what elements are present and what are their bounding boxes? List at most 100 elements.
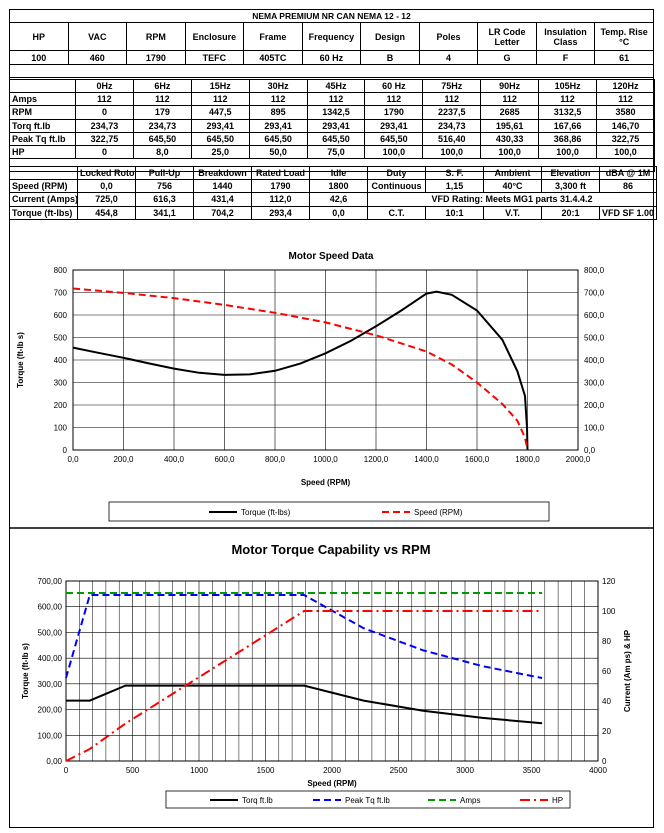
- perf-value-cell: 112,0: [251, 192, 310, 207]
- spec-value-cell: TEFC: [184, 50, 245, 65]
- perf-right-value: Continuous: [367, 179, 426, 194]
- freq-row-label: Torq ft.lb: [9, 118, 76, 133]
- perf-value-cell: 616,3: [135, 192, 194, 207]
- freq-value-cell: 293,41: [364, 118, 424, 133]
- y-tick-label: 500: [54, 334, 68, 343]
- y2-tick-label: 300,0: [584, 379, 605, 388]
- series-line-1: [66, 684, 543, 725]
- freq-column-header: 75Hz: [422, 78, 482, 94]
- freq-value-cell: 112: [596, 92, 655, 107]
- vfd-value-cell: V.T.: [483, 205, 542, 220]
- spec-value-cell: 405TC: [243, 50, 303, 65]
- legend-label: HP: [552, 796, 563, 805]
- vfd-value-cell: VFD SF 1.00: [599, 205, 657, 220]
- performance-table: Locked Rotor Pull-Up Breakdown Rated Load Id…: [9, 165, 657, 220]
- y-tick-label: 800: [54, 266, 68, 275]
- spec-header-cell: Temp. Rise °C: [594, 22, 654, 51]
- spec-header-cell: Enclosure: [184, 22, 245, 51]
- spec-value-cell: 4: [418, 50, 479, 65]
- spec-value-cell: 60 Hz: [301, 50, 362, 65]
- spec-header-cell: VAC: [67, 22, 128, 51]
- spec-value-cell: F: [535, 50, 596, 65]
- spec-header-cell: Design: [360, 22, 420, 51]
- freq-row-label: HP: [9, 144, 76, 160]
- chart-title: Motor Speed Data: [288, 251, 373, 262]
- freq-value-cell: 8,0: [132, 144, 192, 160]
- perf-value-cell: 0,0: [77, 179, 136, 194]
- perf-value-cell: 42,6: [309, 192, 368, 207]
- freq-value-cell: 1342,5: [306, 105, 366, 120]
- freq-value-cell: 112: [364, 92, 424, 107]
- y2-tick-label: 0: [602, 757, 607, 766]
- perf-column-header: Idle: [309, 165, 368, 181]
- freq-value-cell: 112: [75, 92, 134, 107]
- freq-data-row: Peak Tq ft.lb 322,75 645,50 645,50 645,50 645…: [9, 131, 655, 146]
- freq-value-cell: 0: [75, 144, 134, 160]
- x-tick-label: 1000: [190, 766, 208, 775]
- perf-right-header: Ambient: [483, 165, 542, 181]
- freq-value-cell: 112: [248, 92, 308, 107]
- perf-column-header: Breakdown: [193, 165, 252, 181]
- y-tick-label: 300: [54, 379, 68, 388]
- legend-label: Speed (RPM): [414, 508, 463, 517]
- sheet-title: NEMA PREMIUM NR CAN NEMA 12 - 12: [9, 9, 654, 23]
- freq-value-cell: 25,0: [190, 144, 250, 160]
- legend-label: Torq ft.lb: [242, 796, 273, 805]
- legend-label: Torque (ft-lbs): [241, 508, 291, 517]
- perf-value-cell: 431,4: [193, 192, 252, 207]
- y-axis-label: Torque (ft-lb s): [21, 643, 30, 699]
- legend-label: Amps: [460, 796, 480, 805]
- y-tick-label: 600: [54, 311, 68, 320]
- y-tick-label: 600,00: [38, 603, 63, 612]
- freq-value-cell: 3580: [596, 105, 655, 120]
- y2-tick-label: 80: [602, 637, 611, 646]
- spec-value-cell: 460: [67, 50, 128, 65]
- legend-label: Peak Tq ft.lb: [345, 796, 390, 805]
- y-tick-label: 200,00: [38, 706, 63, 715]
- y2-tick-label: 20: [602, 727, 611, 736]
- freq-value-cell: 645,50: [132, 131, 192, 146]
- spec-header-cell: Frequency: [301, 22, 362, 51]
- freq-column-header: 120Hz: [596, 78, 655, 94]
- freq-value-cell: 645,50: [306, 131, 366, 146]
- freq-value-cell: 0: [75, 105, 134, 120]
- x-tick-label: 800,0: [265, 455, 286, 464]
- x-tick-label: 1400,0: [414, 455, 439, 464]
- freq-column-header: 0Hz: [75, 78, 134, 94]
- x-tick-label: 400,0: [164, 455, 185, 464]
- freq-column-header: 30Hz: [248, 78, 308, 94]
- y2-tick-label: 100: [602, 607, 616, 616]
- freq-value-cell: 322,75: [596, 131, 655, 146]
- freq-value-cell: 100,0: [422, 144, 482, 160]
- series-line-4: [65, 610, 543, 762]
- freq-value-cell: 516,40: [422, 131, 482, 146]
- x-tick-label: 1000,0: [313, 455, 338, 464]
- spec-value-cell: B: [360, 50, 420, 65]
- y-tick-label: 100: [54, 424, 68, 433]
- y-tick-label: 500,00: [38, 628, 63, 637]
- y2-tick-label: 40: [602, 697, 611, 706]
- perf-data-row: Current (Amps) 725,0 616,3 431,4 112,0 42,6 VF…: [9, 192, 657, 207]
- freq-value-cell: 2685: [480, 105, 540, 120]
- x-axis-label: Speed (RPM): [301, 478, 351, 487]
- freq-value-cell: 430,33: [480, 131, 540, 146]
- y2-tick-label: 0,0: [584, 446, 596, 455]
- perf-data-row: Speed (RPM) 0,0 756 1440 1790 1800 Continuous 1…: [9, 179, 657, 194]
- perf-value-cell: 1440: [193, 179, 252, 194]
- freq-value-cell: 234,73: [132, 118, 192, 133]
- freq-value-cell: 195,61: [480, 118, 540, 133]
- y-tick-label: 200: [54, 401, 68, 410]
- vfd-rating-label: VFD Rating: Meets MG1 parts 31.4.4.2: [367, 192, 657, 207]
- freq-value-cell: 234,73: [75, 118, 134, 133]
- perf-right-value: 1,15: [425, 179, 484, 194]
- y-tick-label: 0,00: [46, 757, 62, 766]
- freq-value-cell: 234,73: [422, 118, 482, 133]
- x-tick-label: 0: [64, 766, 69, 775]
- y-tick-label: 300,00: [38, 680, 63, 689]
- spec-header-cell: Frame: [243, 22, 303, 51]
- legend-box: [165, 790, 571, 809]
- freq-value-cell: 645,50: [190, 131, 250, 146]
- freq-value-cell: 112: [422, 92, 482, 107]
- y2-tick-label: 200,0: [584, 401, 605, 410]
